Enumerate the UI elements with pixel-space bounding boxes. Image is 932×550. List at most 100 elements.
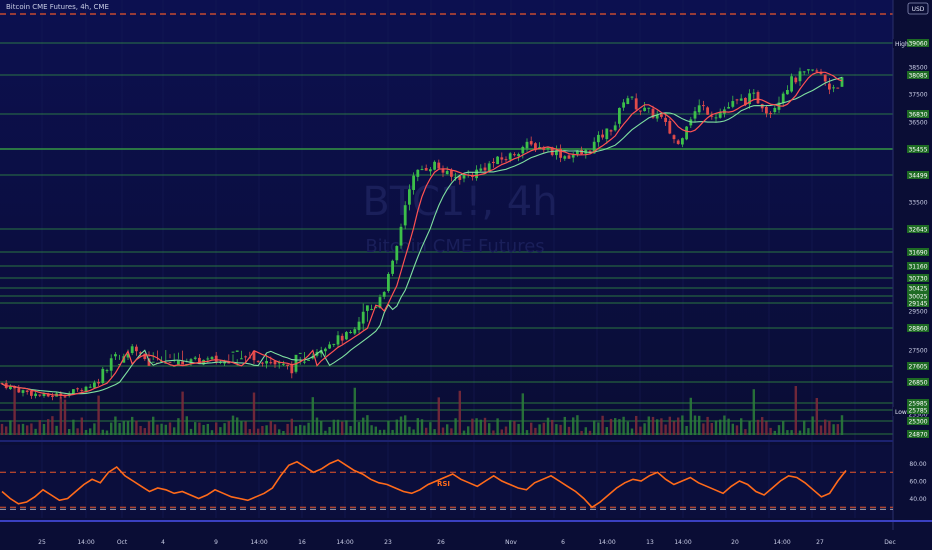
high-tag: High [893,39,909,48]
volume-bar [269,421,272,435]
volume-bar [38,420,41,435]
volume-bar [790,430,793,435]
candle-body [101,368,105,384]
level-tag-box [907,145,929,153]
volume-bar [303,425,306,435]
candle-body [395,246,399,261]
volume-bar [80,417,83,435]
candle-body [412,175,415,190]
time-axis-tick: 26 [437,539,445,546]
candle-body [546,147,550,149]
volume-bar [664,424,667,435]
level-tag-box [907,274,929,282]
volume-bar [294,426,298,435]
candle-body [639,110,642,112]
volume-bar [202,424,205,435]
volume-bar [156,424,159,435]
volume-bar [626,421,629,435]
level-tag-text: 35455 [908,147,927,154]
volume-bar [0,423,4,435]
level-tag-text: 29145 [908,301,927,308]
volume-bar [672,421,676,435]
level-tag-box [907,324,929,332]
volume-bar [437,397,440,435]
volume-bar [668,416,671,435]
level-tag-box [907,362,929,370]
level-tag-box [907,399,929,407]
candle-body [660,114,663,117]
candle-body [399,226,403,246]
candle-body [626,98,630,105]
candle-body [668,120,672,134]
level-tag-box [907,71,929,79]
level-tag-text: 31690 [908,250,927,257]
candle-body [17,388,21,393]
rsi-axis-labels: 80.00 60.00 40.00 [909,461,926,503]
candle-body [273,360,277,365]
rsi-pane[interactable] [0,445,893,518]
volume-bar [42,423,46,435]
candle-body [391,260,394,274]
candle-body [164,362,168,364]
volume-bar [189,428,193,435]
level-price-tags: 39060 38085 36830 35455 34499 32645 31690 31160… [907,39,929,439]
rsi-axis-tick: 80.00 [909,461,926,468]
candle-body [80,390,84,392]
volume-bar [643,423,646,435]
volume-bar [126,420,130,435]
candle-body [429,169,432,172]
candle-body [340,335,344,341]
volume-bar [185,416,188,435]
time-axis-tick: 23 [384,539,392,546]
volume-bar [618,419,621,435]
candle-body [559,148,562,158]
time-axis-tick: 14:00 [674,539,691,546]
volume-bar [588,430,592,435]
level-tag-box [907,299,929,307]
candle-body [479,168,483,171]
candle-body [433,161,436,170]
candle-body [256,360,260,362]
time-axis-labels[interactable]: 25 14:00 Oct 4 9 14:00 16 14:00 23 26 Nov 6 14:00 13 1… [38,539,896,546]
time-axis-tick: 25 [38,539,46,546]
volume-bar [59,396,62,435]
volume-bar [21,423,25,435]
volume-bar [257,428,260,435]
candle-body [361,311,365,324]
candle-body [34,393,37,397]
candle-body [462,174,466,179]
candle-body [664,117,667,122]
candle-body [0,383,4,385]
candle-body [542,148,546,150]
volume-bar [160,423,163,435]
volume-bar [656,419,659,435]
volume-bar [181,391,184,435]
candle-body [832,87,835,89]
candle-body [823,74,827,82]
level-tag-text: 30730 [908,276,927,283]
rsi-bands [0,471,893,510]
time-axis-tick: 14:00 [336,539,353,546]
candle-body [298,352,302,354]
symbol-title: Bitcoin CME Futures, 4h, CME [6,3,109,11]
candle-body [475,169,478,179]
price-axis-tick: 29500 [908,309,927,316]
volume-bar [576,415,579,435]
candle-body [244,356,247,358]
volume-bar [635,415,638,435]
volume-bar [252,392,256,435]
candle-body [609,130,613,132]
candle-body [122,356,126,363]
candle-body [672,135,676,140]
volume-bar [168,422,172,435]
candle-body [651,108,655,118]
candle-body [135,346,138,352]
level-tag-box [907,262,929,270]
level-tag-text: 30425 [908,286,927,293]
candle-body [311,356,315,359]
volume-bar [147,421,151,435]
candle-body [525,141,529,149]
currency-button[interactable]: USD [907,2,929,15]
candle-body [286,364,289,366]
